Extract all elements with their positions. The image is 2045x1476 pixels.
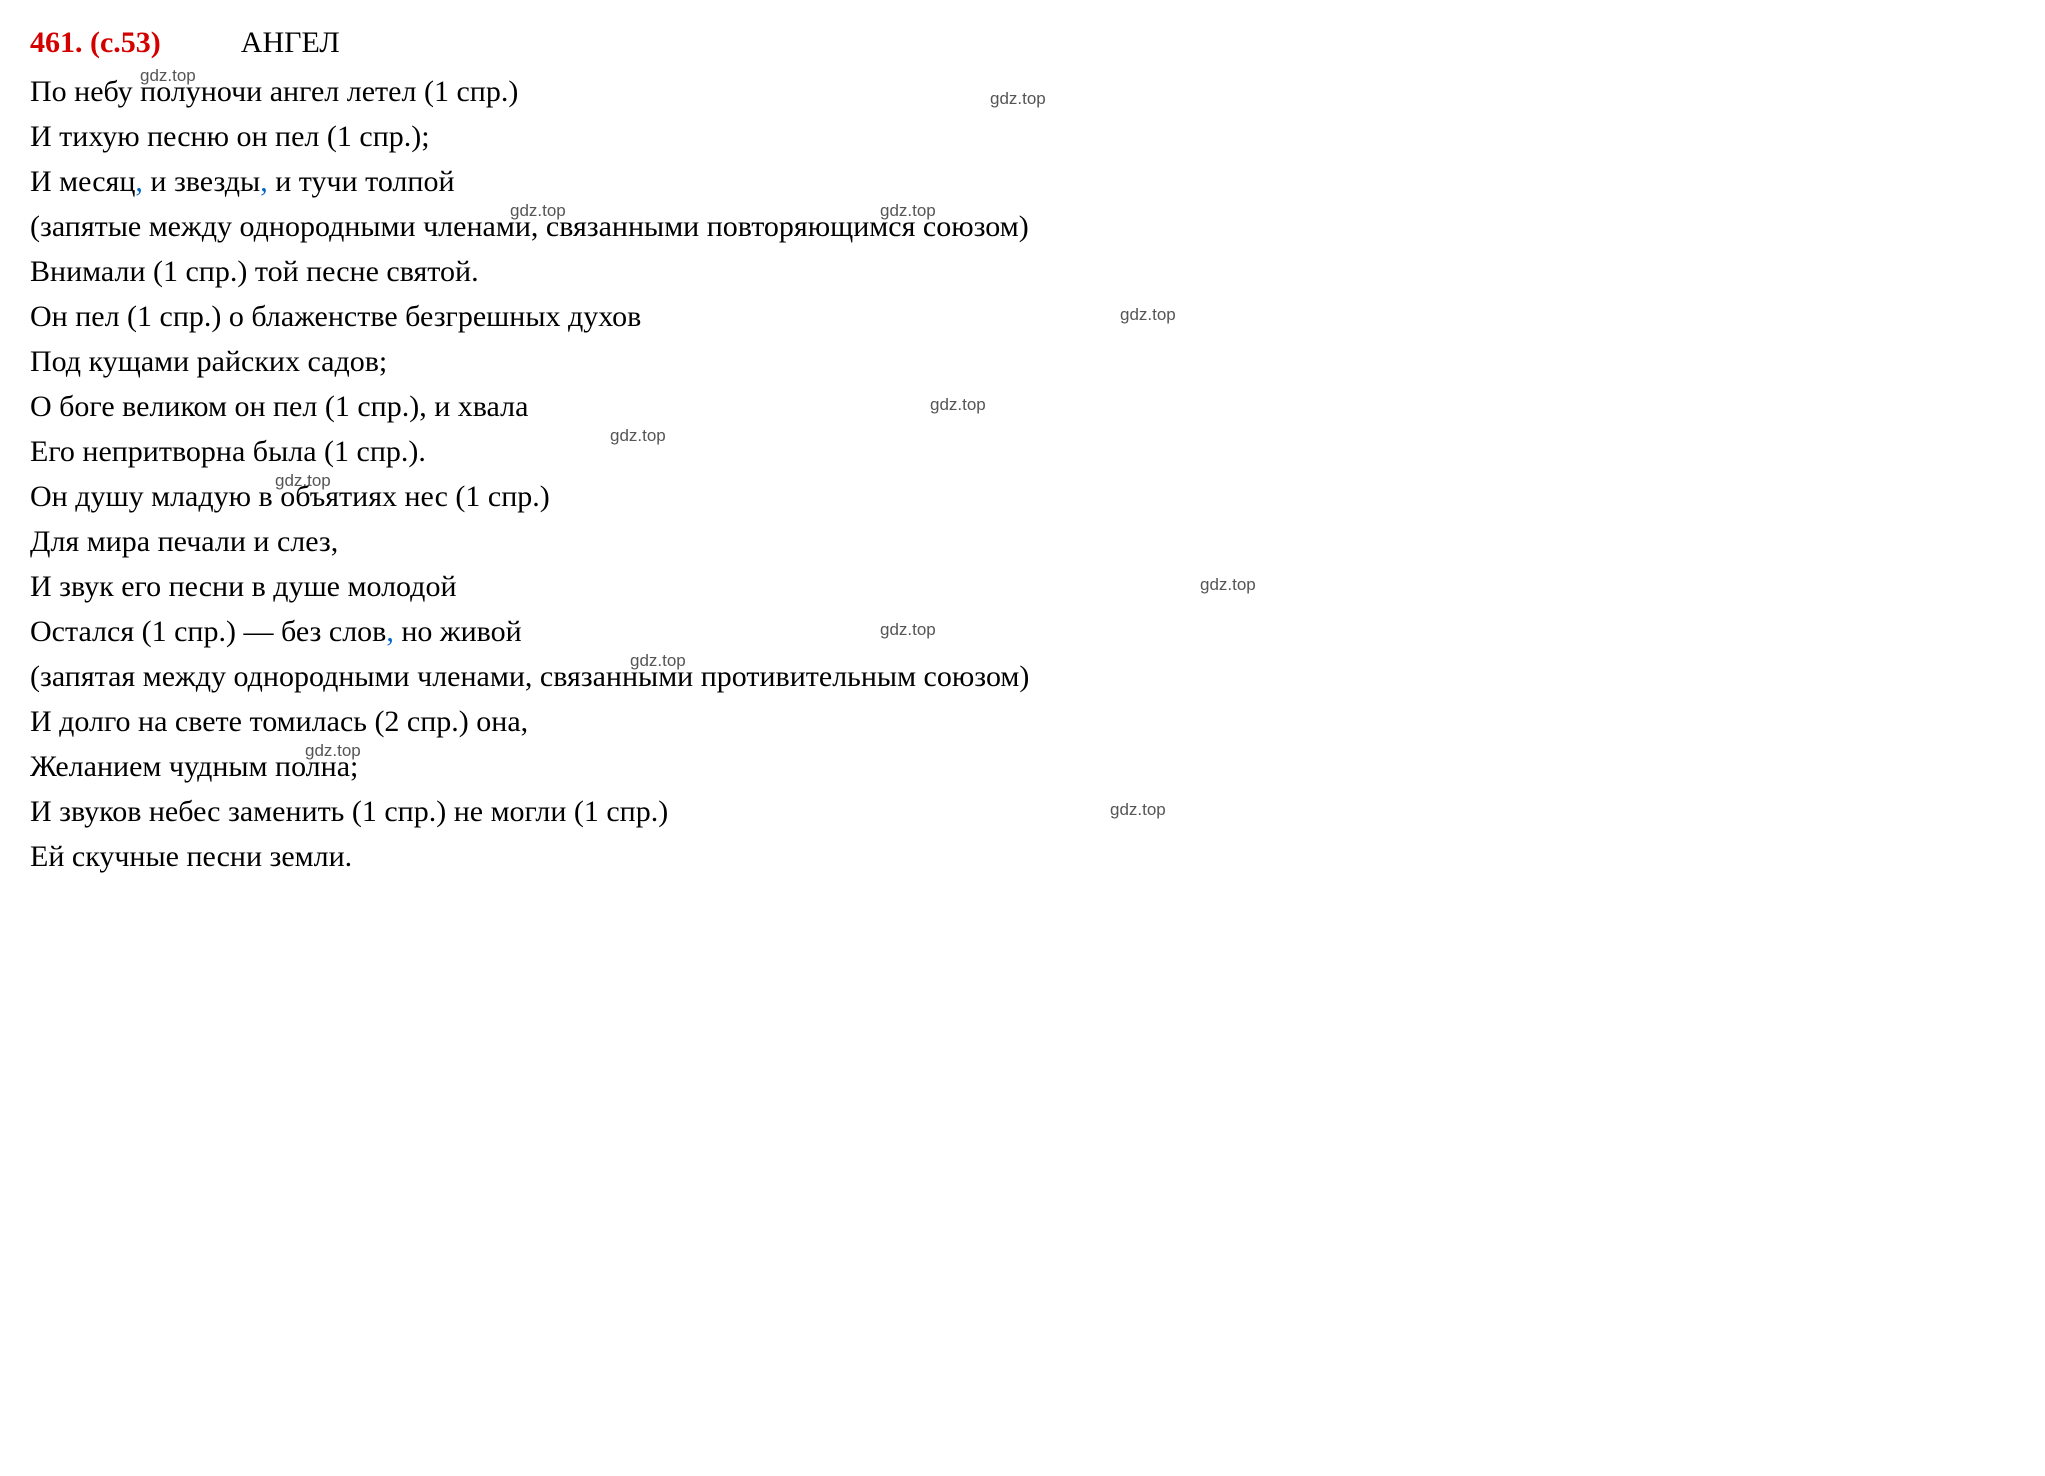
watermark: gdz.top [275,468,331,494]
text-line: (запятая между однородными членами, связ… [30,654,2015,699]
text-fragment: и звезды [143,165,260,198]
text-line: И звуков небес заменить (1 спр.) не могл… [30,789,2015,834]
text-fragment: И месяц [30,165,135,198]
poem-title: АНГЕЛ [241,20,340,65]
exercise-number: 461. (с.53) [30,20,161,65]
text-line: Остался (1 спр.) — без слов, но живой [30,609,2015,654]
text-line: (запятые между однородными членами, связ… [30,204,2015,249]
text-line: Внимали (1 спр.) той песне святой. [30,249,2015,294]
blue-comma: , [386,615,394,648]
text-line: Под кущами райских садов; [30,339,2015,384]
watermark: gdz.top [140,63,196,89]
header-row: 461. (с.53) АНГЕЛ [30,20,2015,65]
text-fragment: Остался (1 спр.) — без слов [30,615,386,648]
text-line: И звук его песни в душе молодой [30,564,2015,609]
watermark: gdz.top [305,738,361,764]
text-line: Он пел (1 спр.) о блаженстве безгрешных … [30,294,2015,339]
text-line: Ей скучные песни земли. [30,834,2015,879]
text-line: О боге великом он пел (1 спр.), и хвала [30,384,2015,429]
text-line: И тихую песню он пел (1 спр.); [30,114,2015,159]
watermark: gdz.top [930,392,986,418]
watermark: gdz.top [880,198,936,224]
watermark: gdz.top [1120,302,1176,328]
blue-comma: , [260,165,268,198]
watermark: gdz.top [990,86,1046,112]
watermark: gdz.top [630,648,686,674]
watermark: gdz.top [510,198,566,224]
document-content: 461. (с.53) АНГЕЛ gdz.top По небу полуно… [30,20,2015,879]
text-line: Для мира печали и слез, [30,519,2015,564]
watermark: gdz.top [1110,797,1166,823]
watermark: gdz.top [610,423,666,449]
watermark: gdz.top [880,617,936,643]
text-fragment: и тучи толпой [268,165,455,198]
watermark: gdz.top [1200,572,1256,598]
text-line: И месяц, и звезды, и тучи толпой [30,159,2015,204]
blue-comma: , [135,165,143,198]
text-fragment: но живой [394,615,522,648]
